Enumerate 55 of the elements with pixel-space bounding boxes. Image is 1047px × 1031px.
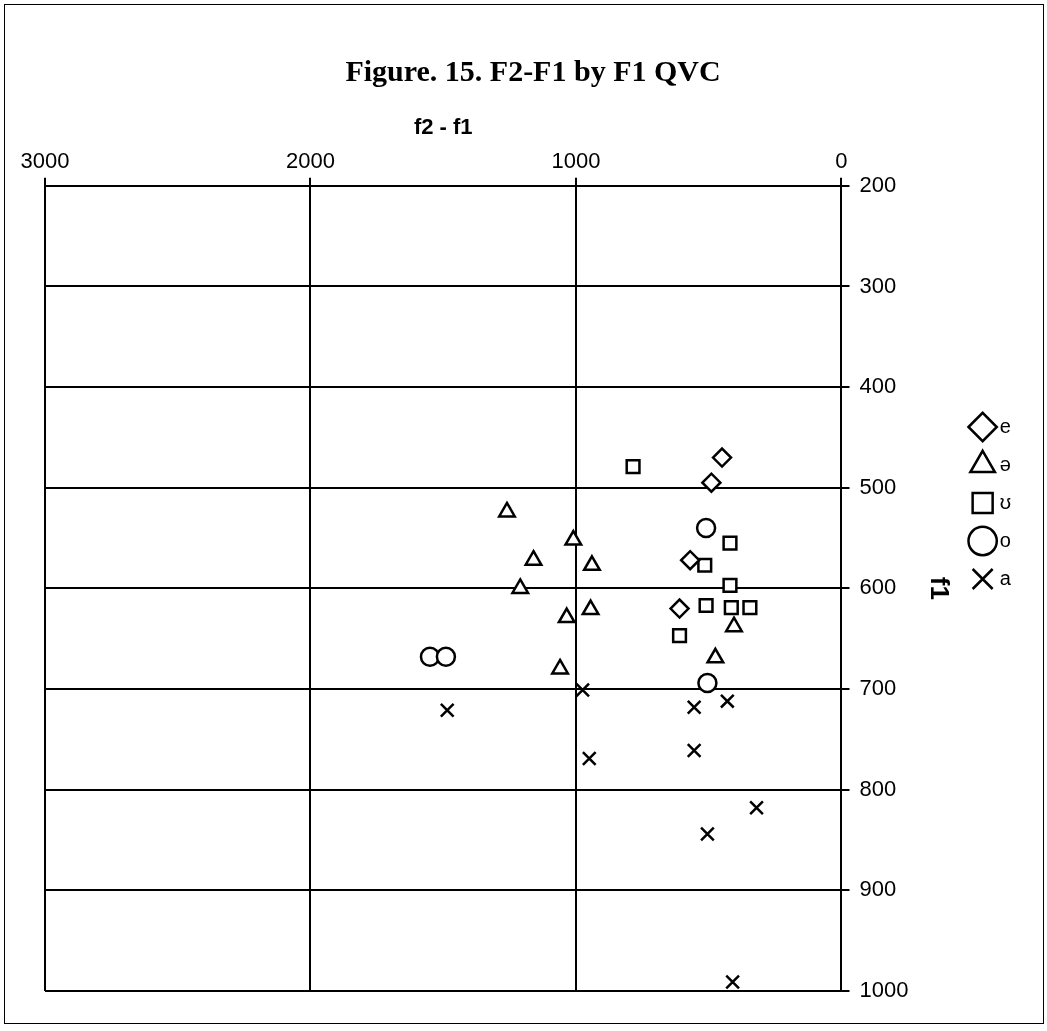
point xyxy=(748,800,765,816)
x-axis-title: f2 - f1 xyxy=(413,114,473,140)
point xyxy=(725,974,741,990)
y-tick-label: 700 xyxy=(859,675,897,701)
legend-label: ʊ xyxy=(999,490,1012,513)
point xyxy=(686,699,702,715)
point xyxy=(742,599,758,616)
point xyxy=(722,535,738,551)
point xyxy=(551,658,570,675)
point xyxy=(564,529,583,546)
point xyxy=(722,577,738,593)
point xyxy=(557,607,576,624)
legend-label: e xyxy=(999,414,1011,437)
point xyxy=(706,647,725,664)
point xyxy=(679,549,701,571)
legend-label: o xyxy=(999,528,1011,551)
point xyxy=(669,598,690,619)
y-tick-label: 500 xyxy=(859,473,897,499)
point xyxy=(625,459,641,475)
point xyxy=(698,597,714,614)
point xyxy=(697,672,718,694)
point xyxy=(435,646,457,668)
x-tick-label: 2000 xyxy=(286,147,335,173)
legend-label: ə xyxy=(999,452,1011,475)
point xyxy=(686,742,702,759)
y-tick-label: 300 xyxy=(859,272,897,298)
y-tick-label: 400 xyxy=(859,373,897,399)
x-tick-label: 3000 xyxy=(20,147,70,173)
point xyxy=(511,578,530,595)
point xyxy=(699,826,716,842)
x-tick-label: 0 xyxy=(835,147,848,173)
y-tick-label: 200 xyxy=(859,171,897,197)
point xyxy=(701,472,722,493)
point xyxy=(581,599,600,616)
point xyxy=(581,750,597,767)
point xyxy=(719,693,735,709)
point xyxy=(439,702,455,718)
chart-title: Figure. 15. F2-F1 by F1 QVC xyxy=(345,53,721,87)
point xyxy=(575,682,591,698)
x-tick-label: 1000 xyxy=(551,147,601,173)
point xyxy=(524,549,543,566)
point xyxy=(695,517,717,539)
legend-label: a xyxy=(999,566,1012,589)
point xyxy=(497,501,517,518)
y-tick-label: 800 xyxy=(859,775,897,801)
point xyxy=(723,599,739,616)
y-tick-label: 600 xyxy=(859,574,897,600)
point xyxy=(582,555,601,571)
point xyxy=(711,447,733,468)
y-tick-label: 1000 xyxy=(859,977,909,1003)
point xyxy=(724,616,744,633)
y-tick-label: 900 xyxy=(859,876,897,902)
point xyxy=(671,628,688,644)
y-axis-title: f1 xyxy=(924,576,955,600)
point xyxy=(697,557,713,573)
